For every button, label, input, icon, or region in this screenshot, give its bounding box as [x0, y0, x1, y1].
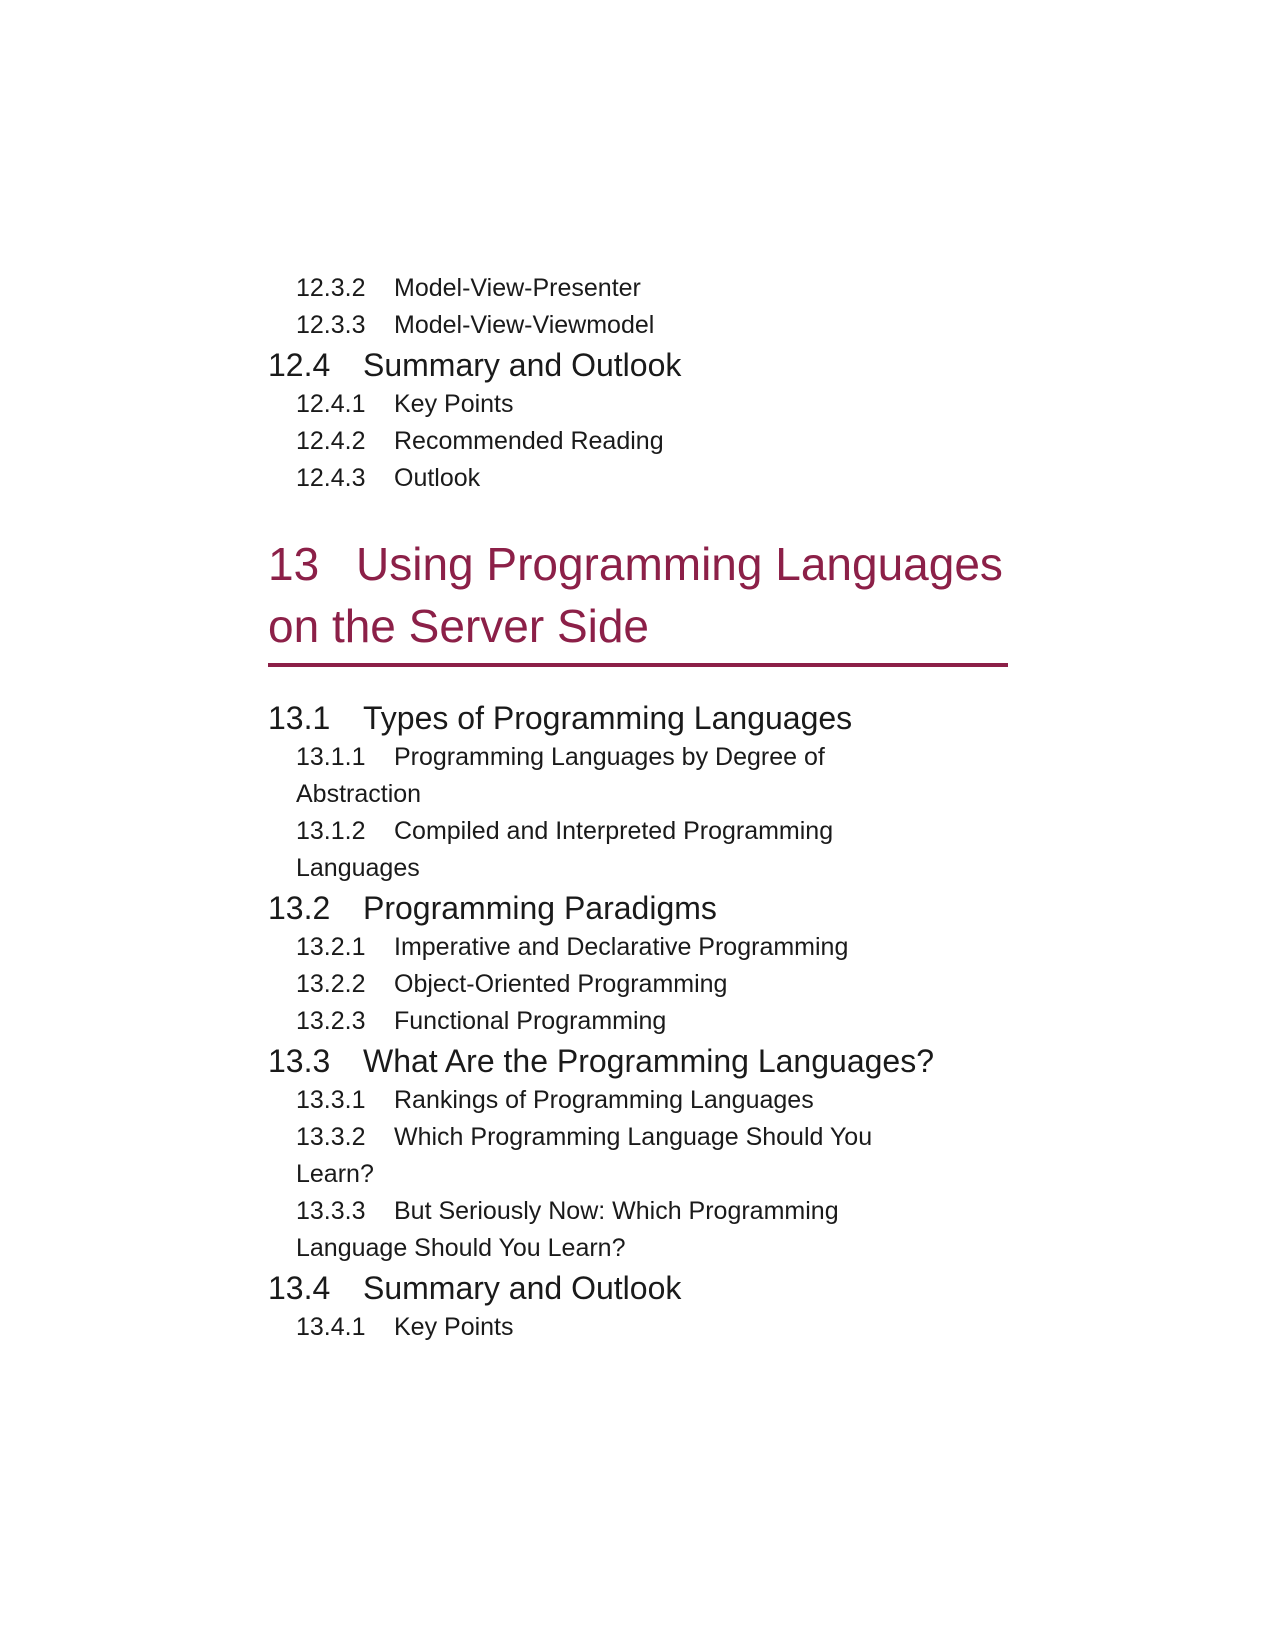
toc-entry-number: 12.4.3 [296, 464, 366, 492]
chapter-title-line-2: on the Server Side [268, 600, 650, 652]
toc-entry-13-2[interactable]: 13.2 Programming Paradigms [268, 887, 1008, 929]
toc-entry-title: Object-Oriented Programming [394, 970, 728, 998]
toc-entry-number: 13.3.1 [296, 1086, 366, 1114]
chapter-number: 13 [268, 538, 320, 590]
toc-entry-number: 12.4.1 [296, 390, 366, 418]
toc-group-chapter-13: 13.1 Types of Programming Languages 13.1.… [268, 697, 1008, 1346]
toc-entry-title-continuation: Abstraction [296, 780, 422, 808]
toc-entry-title: Compiled and Interpreted Programming [394, 817, 834, 845]
toc-entry-title: Functional Programming [394, 1007, 667, 1035]
toc-entry-13-4[interactable]: 13.4 Summary and Outlook [268, 1267, 1008, 1309]
toc-entry-13-3[interactable]: 13.3 What Are the Programming Languages? [268, 1040, 1008, 1082]
toc-entry-title-continuation: Languages [296, 854, 420, 882]
toc-entry-13-4-1[interactable]: 13.4.1 Key Points [268, 1309, 1008, 1346]
toc-entry-12-4[interactable]: 12.4 Summary and Outlook [268, 344, 1008, 386]
toc-entry-number: 13.2 [268, 890, 331, 926]
toc-entry-13-2-1[interactable]: 13.2.1 Imperative and Declarative Program… [268, 929, 1008, 966]
toc-entry-number: 13.1.1 [296, 743, 366, 771]
toc-entry-13-3-1[interactable]: 13.3.1 Rankings of Programming Languages [268, 1082, 1008, 1119]
toc-entry-number: 12.3.3 [296, 311, 366, 339]
toc-entry-title-continuation: Language Should You Learn? [296, 1234, 626, 1262]
toc-entry-title: Key Points [394, 1313, 514, 1341]
toc-entry-12-4-1[interactable]: 12.4.1 Key Points [268, 386, 1008, 423]
toc-entry-number: 13.2.2 [296, 970, 366, 998]
toc-entry-title: Types of Programming Languages [363, 700, 853, 736]
toc-entry-number: 13.4 [268, 1270, 331, 1306]
toc-entry-title: Key Points [394, 390, 514, 418]
toc-group-chapter-12: 12.3.2 Model-View-Presenter 12.3.3 Model-V… [268, 270, 1008, 497]
toc-entry-number: 12.4 [268, 347, 331, 383]
toc-entry-13-2-3[interactable]: 13.2.3 Functional Programming [268, 1003, 1008, 1040]
toc-entry-title: Which Programming Language Should You [394, 1123, 873, 1151]
toc-entry-title: Imperative and Declarative Programming [394, 933, 849, 961]
chapter-spacer [268, 667, 1008, 697]
toc-entry-title: Summary and Outlook [363, 1270, 682, 1306]
toc-entry-number: 13.2.1 [296, 933, 366, 961]
toc-entry-12-4-3[interactable]: 12.4.3 Outlook [268, 460, 1008, 497]
toc-entry-13-3-3[interactable]: 13.3.3 But Seriously Now: Which Programmi… [268, 1193, 1008, 1267]
toc-entry-number: 12.4.2 [296, 427, 366, 455]
toc-entry-13-3-2[interactable]: 13.3.2 Which Programming Language Should … [268, 1119, 1008, 1193]
toc-entry-number: 13.3.3 [296, 1197, 366, 1225]
chapter-title-line-1: Using Programming Languages [356, 538, 1003, 590]
toc-entry-number: 13.3 [268, 1043, 331, 1079]
toc-entry-title-continuation: Learn? [296, 1160, 374, 1188]
table-of-contents: 12.3.2 Model-View-Presenter 12.3.3 Model-V… [268, 270, 1008, 1346]
toc-entry-number: 13.1 [268, 700, 331, 736]
toc-entry-12-3-2[interactable]: 12.3.2 Model-View-Presenter [268, 270, 1008, 307]
toc-entry-title: Model-View-Viewmodel [394, 311, 655, 339]
toc-entry-12-4-2[interactable]: 12.4.2 Recommended Reading [268, 423, 1008, 460]
toc-entry-number: 13.1.2 [296, 817, 366, 845]
toc-entry-title: Summary and Outlook [363, 347, 682, 383]
toc-entry-number: 13.3.2 [296, 1123, 366, 1151]
toc-entry-13-1-1[interactable]: 13.1.1 Programming Languages by Degree of… [268, 739, 1008, 813]
toc-entry-13-1[interactable]: 13.1 Types of Programming Languages [268, 697, 1008, 739]
chapter-heading-13[interactable]: 13 Using Programming Languages on the Serv… [268, 533, 1008, 667]
toc-entry-title: What Are the Programming Languages? [363, 1043, 934, 1079]
toc-entry-title: Rankings of Programming Languages [394, 1086, 814, 1114]
toc-entry-13-1-2[interactable]: 13.1.2 Compiled and Interpreted Programmi… [268, 813, 1008, 887]
toc-entry-title: But Seriously Now: Which Programming [394, 1197, 839, 1225]
toc-entry-number: 13.4.1 [296, 1313, 366, 1341]
toc-entry-title: Model-View-Presenter [394, 274, 641, 302]
toc-entry-title: Recommended Reading [394, 427, 664, 455]
toc-entry-title: Outlook [394, 464, 481, 492]
toc-entry-number: 13.2.3 [296, 1007, 366, 1035]
toc-entry-title: Programming Paradigms [363, 890, 717, 926]
toc-entry-number: 12.3.2 [296, 274, 366, 302]
toc-entry-12-3-3[interactable]: 12.3.3 Model-View-Viewmodel [268, 307, 1008, 344]
toc-entry-title: Programming Languages by Degree of [394, 743, 825, 771]
toc-entry-13-2-2[interactable]: 13.2.2 Object-Oriented Programming [268, 966, 1008, 1003]
